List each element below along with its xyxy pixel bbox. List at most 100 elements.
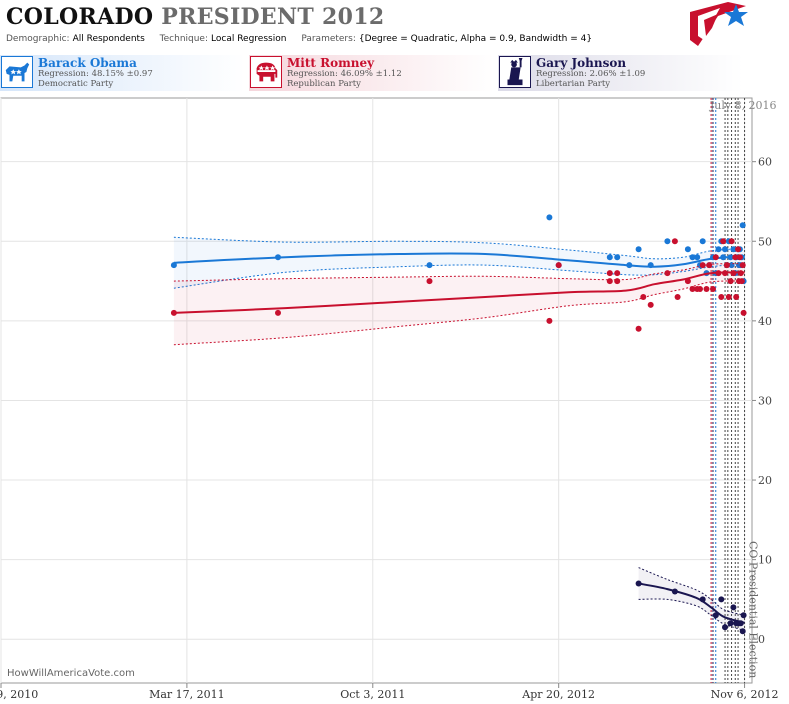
- poll-point: [674, 294, 681, 300]
- poll-point: [170, 262, 177, 269]
- star-logo-icon: [690, 2, 748, 46]
- poll-point: [739, 628, 746, 635]
- poll-point: [640, 294, 647, 300]
- poll-point: [740, 309, 747, 316]
- poll-point: [739, 222, 746, 229]
- confidence-band: [173, 263, 745, 345]
- candidate-name: Gary Johnson: [536, 56, 627, 70]
- y-tick-label: 0: [758, 633, 765, 646]
- poll-point: [720, 254, 727, 261]
- title-state: COLORADO: [6, 4, 154, 30]
- poll-point: [546, 317, 553, 324]
- trend-line: [173, 271, 745, 314]
- poll-point: [720, 238, 727, 245]
- candidate-obama: Barack Obama Regression: 48.15% ±0.97 De…: [0, 55, 245, 91]
- trend-line: [638, 582, 745, 624]
- candidate-romney: Mitt Romney Regression: 46.09% ±1.12 Rep…: [249, 55, 494, 91]
- poll-point: [170, 309, 177, 316]
- param-key-demographic: Demographic:: [6, 34, 70, 44]
- poll-point: [275, 309, 281, 316]
- poll-point: [736, 254, 743, 261]
- y-tick-label: 30: [758, 394, 772, 407]
- x-tick-label: Mar 17, 2011: [149, 688, 225, 701]
- poll-point: [727, 620, 734, 627]
- date-annotation: July 8, 2016: [709, 99, 777, 112]
- x-tick-label: Apr 20, 2012: [521, 688, 595, 701]
- poll-point: [735, 246, 742, 253]
- confidence-band: [173, 237, 745, 289]
- poll-point: [715, 270, 722, 277]
- poll-point: [614, 278, 621, 285]
- y-tick-label: 10: [758, 554, 772, 567]
- poll-point: [730, 604, 737, 611]
- poll-point: [614, 270, 621, 277]
- poll-point: [647, 262, 654, 269]
- poll-point: [426, 262, 433, 269]
- candidate-regression: Regression: 2.06% ±1.09: [536, 69, 646, 79]
- x-tick-label: Oct 3, 2011: [340, 688, 405, 701]
- source-credit: HowWillAmericaVote.com: [7, 668, 135, 679]
- poll-point: [710, 286, 716, 292]
- candidate-party: Democratic Party: [38, 79, 114, 89]
- donkey-icon: [1, 56, 33, 88]
- poll-point: [684, 246, 691, 253]
- poll-point: [722, 270, 728, 277]
- trend-line: [173, 252, 745, 268]
- plot-area: [0, 97, 753, 684]
- band-lower-line: [173, 263, 745, 289]
- chart-title: COLORADO PRESIDENT 2012: [6, 4, 384, 30]
- poll-point: [647, 301, 654, 308]
- poll-point: [712, 612, 719, 619]
- candidate-legend: Barack Obama Regression: 48.15% ±0.97 De…: [0, 55, 789, 93]
- poll-point: [699, 596, 706, 603]
- poll-point: [606, 278, 613, 285]
- poll-point: [275, 254, 281, 261]
- poll-point: [635, 325, 642, 332]
- poll-point: [732, 254, 739, 261]
- band-upper-line: [638, 567, 745, 616]
- poll-point: [718, 596, 725, 603]
- poll-point: [606, 270, 613, 277]
- poll-point: [426, 278, 433, 285]
- poll-point: [737, 270, 744, 277]
- poll-point: [664, 270, 671, 277]
- param-value-technique: Local Regression: [211, 34, 287, 44]
- title-race: PRESIDENT 2012: [161, 4, 385, 30]
- candidate-regression: Regression: 46.09% ±1.12: [287, 69, 402, 79]
- poll-point: [546, 214, 553, 221]
- poll-point: [703, 286, 710, 292]
- poll-point: [722, 246, 728, 253]
- poll-point: [614, 254, 621, 261]
- poll-point: [699, 238, 706, 245]
- poll-point: [730, 270, 737, 277]
- poll-point: [737, 620, 744, 627]
- param-key-parameters: Parameters:: [301, 34, 356, 44]
- series-mitt-romney: [170, 238, 747, 346]
- elephant-icon: [250, 56, 282, 88]
- poll-point: [738, 278, 745, 285]
- param-value-parameters: {Degree = Quadratic, Alpha = 0.9, Bandwi…: [358, 34, 593, 44]
- poll-point: [684, 278, 691, 285]
- poll-point: [715, 246, 722, 253]
- poll-point: [739, 262, 746, 269]
- x-tick-label: Aug 29, 2010: [0, 688, 38, 701]
- poll-point: [664, 238, 671, 245]
- candidate-party: Libertarian Party: [536, 79, 611, 89]
- y-tick-label: 50: [758, 235, 772, 248]
- poll-point: [727, 254, 734, 261]
- poll-point: [689, 254, 696, 261]
- statue-of-liberty-icon: [499, 56, 531, 88]
- poll-point: [699, 262, 706, 269]
- candidate-name: Barack Obama: [38, 56, 137, 70]
- poll-point: [740, 612, 747, 619]
- poll-point: [733, 294, 740, 300]
- poll-point: [671, 238, 678, 245]
- y-tick-label: 20: [758, 474, 772, 487]
- election-annotation: CO Presidential Election: [747, 541, 760, 678]
- candidate-johnson: Gary Johnson Regression: 2.06% ±1.09 Lib…: [498, 55, 743, 91]
- poll-point: [626, 262, 633, 269]
- poll-point: [606, 254, 613, 261]
- series-gary-johnson: [635, 567, 747, 635]
- chart-header: COLORADO PRESIDENT 2012 Demographic: All …: [0, 0, 789, 56]
